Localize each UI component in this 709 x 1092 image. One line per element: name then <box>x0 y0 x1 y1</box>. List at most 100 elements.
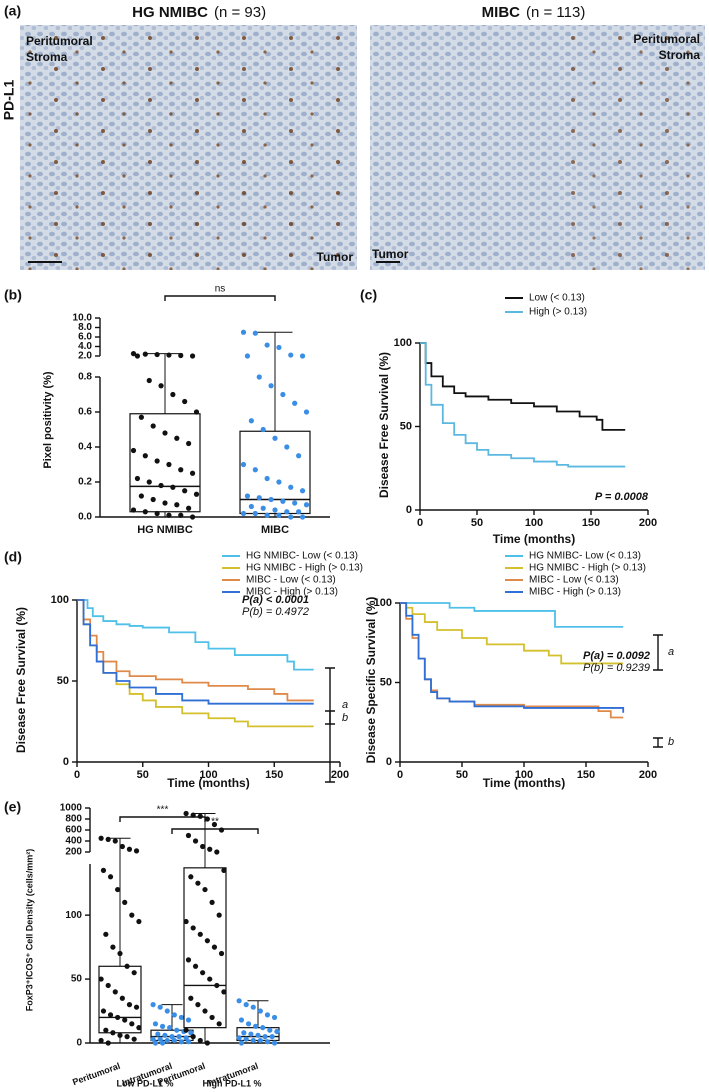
data-point <box>299 353 306 359</box>
data-point <box>276 479 282 485</box>
y-tick-label: 8.0 <box>78 322 92 333</box>
data-point <box>197 931 203 937</box>
data-point <box>130 507 137 513</box>
data-point <box>176 1034 182 1040</box>
data-point <box>122 899 128 905</box>
data-point <box>236 1035 242 1041</box>
data-point <box>216 912 222 918</box>
data-point <box>117 950 123 957</box>
data-point <box>211 821 218 828</box>
data-point <box>133 1004 140 1010</box>
data-point <box>255 1032 261 1038</box>
legend-label: MIBC - High (> 0.13) <box>246 587 338 598</box>
x-tick-label: 100 <box>515 769 533 781</box>
y-tick-label: 0.8 <box>78 372 92 383</box>
data-point <box>257 1037 263 1044</box>
y-tick-label: 50 <box>57 675 69 687</box>
data-point <box>134 353 141 359</box>
data-point <box>214 849 220 855</box>
data-point <box>197 1037 203 1044</box>
data-point <box>248 1031 254 1037</box>
x-tick-label: Peritumoral <box>71 1061 121 1088</box>
data-point <box>167 1025 173 1031</box>
data-point <box>207 976 213 982</box>
data-point <box>264 1012 271 1018</box>
data-point <box>119 843 125 850</box>
data-point <box>131 1036 137 1042</box>
region-label: Stroma <box>659 48 701 62</box>
data-point <box>131 970 137 976</box>
panel-label: (b) <box>4 287 22 303</box>
data-point <box>186 440 192 447</box>
data-point <box>296 509 302 515</box>
data-point <box>146 479 152 485</box>
data-point <box>192 963 199 969</box>
data-point <box>142 509 148 515</box>
data-point <box>260 505 266 511</box>
data-point <box>188 995 194 1001</box>
data-point <box>189 353 196 359</box>
data-point <box>197 813 203 819</box>
panel-label: (c) <box>360 287 377 303</box>
data-point <box>200 843 206 850</box>
x-tick-label: 50 <box>137 769 149 781</box>
data-point <box>202 886 208 893</box>
image-title: HG NMIBC <box>132 4 208 21</box>
x-axis-title: Time (months) <box>493 532 575 546</box>
data-point <box>158 383 164 389</box>
data-point <box>250 1037 256 1044</box>
data-point <box>186 505 192 511</box>
data-point <box>189 470 196 476</box>
data-point <box>264 512 270 518</box>
x-tick-label: 0 <box>74 769 80 781</box>
legend-label: Low (< 0.13) <box>529 293 585 304</box>
y-tick-label: 600 <box>65 825 82 836</box>
data-point <box>218 950 225 957</box>
data-point <box>183 1027 189 1033</box>
box <box>239 430 311 515</box>
x-tick-label: 150 <box>265 769 283 781</box>
data-point <box>182 488 188 494</box>
data-point <box>274 1028 280 1035</box>
data-point <box>124 1034 130 1040</box>
legend-label: HG NMIBC- Low (< 0.13) <box>246 551 358 562</box>
data-point <box>119 995 125 1001</box>
data-point <box>183 810 189 817</box>
data-point <box>299 514 306 520</box>
data-point <box>130 447 137 454</box>
y-tick-label: 100 <box>374 597 392 609</box>
box <box>98 965 142 1034</box>
data-point <box>260 426 266 433</box>
data-point <box>250 1004 256 1010</box>
data-point <box>209 1014 215 1021</box>
data-point <box>162 1032 168 1038</box>
x-tick-label: 100 <box>199 769 217 781</box>
data-point <box>166 461 172 468</box>
data-point <box>211 944 218 950</box>
region-label: Tumor <box>317 250 354 264</box>
x-tick-label: 200 <box>639 769 657 781</box>
stain-label: PD-L1 <box>1 80 17 121</box>
micrograph <box>20 25 357 270</box>
data-point <box>296 453 302 459</box>
data-point <box>178 467 184 473</box>
data-point <box>112 989 118 995</box>
panel-label: (a) <box>4 3 21 19</box>
data-point <box>124 963 130 969</box>
y-tick-label: 6.0 <box>78 332 92 343</box>
data-point <box>154 351 160 358</box>
data-point <box>122 1017 128 1023</box>
data-point <box>126 846 133 852</box>
y-tick-label: 0 <box>406 504 412 516</box>
data-point <box>262 1034 268 1040</box>
y-tick-label: 1000 <box>60 803 83 814</box>
data-point <box>202 1008 208 1014</box>
data-point <box>204 1040 210 1046</box>
annotation: a <box>668 646 674 658</box>
data-point <box>129 912 135 918</box>
data-point <box>214 982 220 989</box>
y-tick-label: 800 <box>65 814 82 825</box>
data-point <box>158 482 164 489</box>
y-tick-label: 50 <box>380 676 392 688</box>
region-label: Peritumoral <box>633 32 700 46</box>
